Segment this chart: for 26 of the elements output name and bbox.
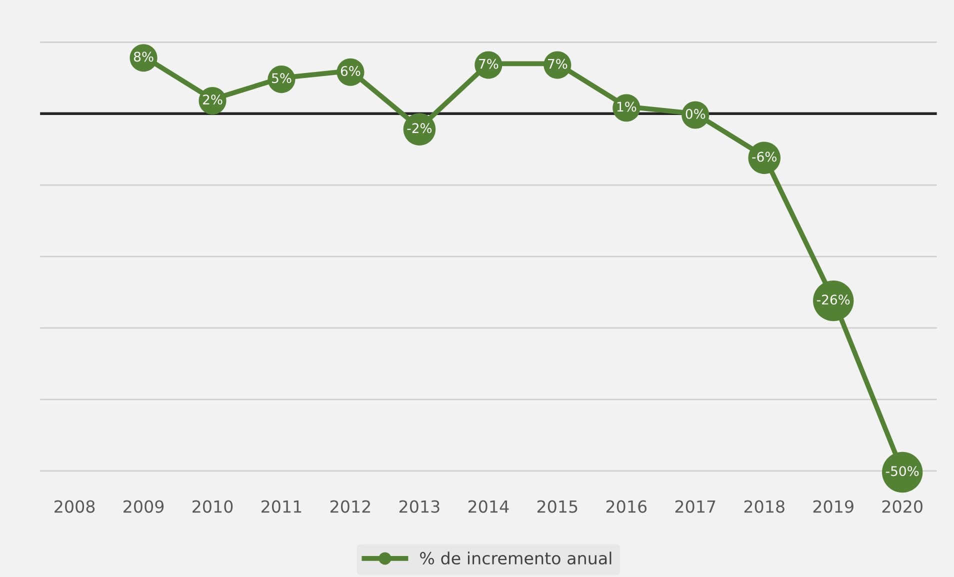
x-tick-label: 2009 [124,500,164,513]
data-label: -50% [886,466,919,476]
x-tick-label: 2010 [192,500,233,513]
x-tick-label: 2015 [537,500,578,513]
data-label: 6% [340,66,360,76]
data-label: 8% [134,52,154,62]
data-label: -6% [752,152,776,162]
x-tick-label: 2019 [813,500,854,513]
data-label: -26% [816,294,850,305]
data-label: 0% [686,108,706,119]
data-label: -2% [407,123,432,134]
x-tick-label: 2020 [882,500,922,513]
x-tick-label: 2018 [744,500,784,513]
x-tick-label: 2012 [330,500,370,513]
x-tick-label: 2014 [468,500,509,513]
data-label: 7% [548,58,568,69]
x-tick-label: 2017 [675,500,716,513]
x-tick-label: 2013 [399,500,440,513]
data-label: 2% [203,94,222,105]
data-label: 1% [617,102,636,112]
x-tick-label: 2008 [54,500,95,513]
legend-label: % de incremento anual [420,552,612,565]
x-tick-label: 2016 [606,500,647,513]
data-label: 5% [272,73,292,84]
data-label: 7% [479,58,498,69]
x-tick-label: 2011 [262,500,302,513]
